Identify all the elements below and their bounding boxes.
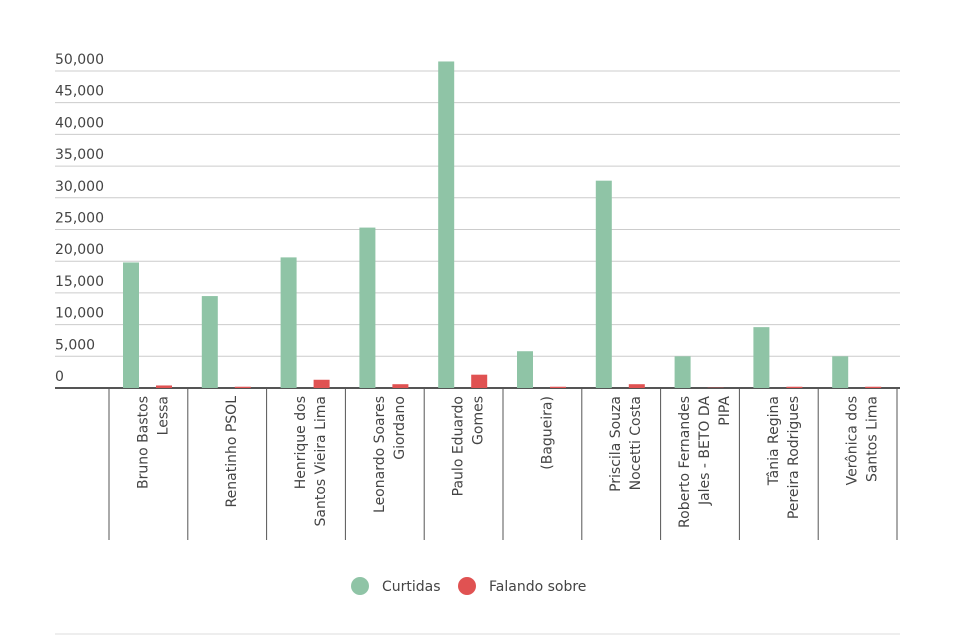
x-tick-label: Roberto Fernandes (677, 396, 693, 528)
legend-swatch (351, 577, 369, 595)
x-tick-label: Jales - BETO DA (697, 396, 713, 506)
y-tick-label: 15,000 (55, 274, 104, 290)
y-tick-label: 10,000 (55, 306, 104, 322)
x-tick-label: Gomes (471, 396, 487, 445)
x-tick-label: Renatinho PSOL (224, 396, 240, 508)
x-tick-label: Tânia Regina (766, 396, 782, 486)
x-tick-label: Verônica dos (845, 396, 861, 485)
y-tick-label: 5,000 (55, 337, 95, 353)
x-tick-label: Priscila Souza (608, 396, 624, 492)
bar (156, 385, 172, 388)
bar (628, 384, 645, 388)
y-tick-label: 50,000 (55, 52, 104, 68)
bar (280, 257, 297, 388)
y-tick-label: 20,000 (55, 242, 104, 258)
y-tick-label: 35,000 (55, 147, 104, 163)
bar (550, 386, 566, 388)
x-tick-label: (Bagueira) (539, 396, 555, 470)
y-tick-label: 30,000 (55, 179, 104, 195)
legend-swatch (458, 577, 476, 595)
x-tick-label: Henrique dos (293, 396, 309, 489)
x-tick-label: Lessa (155, 396, 171, 435)
y-tick-label: 40,000 (55, 115, 104, 131)
x-tick-label: Bruno Bastos (135, 396, 151, 489)
x-tick-label: Nocetti Costa (628, 396, 644, 490)
x-tick-label: Santos Vieira Lima (313, 396, 329, 527)
bar (865, 386, 882, 388)
x-tick-label: Giordano (392, 396, 408, 460)
bar (471, 374, 488, 388)
legend-label: Falando sobre (489, 579, 586, 595)
legend-label: Curtidas (382, 579, 441, 595)
bar (753, 327, 770, 388)
bar (359, 227, 376, 388)
bar (786, 386, 803, 388)
bar (123, 262, 139, 388)
x-tick-label: Leonardo Soares (372, 396, 388, 513)
bar (392, 384, 409, 388)
y-tick-label: 0 (55, 369, 64, 385)
y-tick-label: 25,000 (55, 210, 104, 226)
x-tick-label: PIPA (717, 396, 733, 426)
bar (313, 379, 330, 388)
y-tick-label: 45,000 (55, 84, 104, 100)
x-tick-label: Santos Lima (865, 396, 881, 482)
bar (674, 356, 691, 388)
bar (234, 386, 251, 388)
bar (438, 61, 455, 389)
bar (595, 180, 612, 388)
bar (517, 351, 533, 388)
bar (832, 356, 849, 388)
bar (201, 296, 218, 388)
x-tick-label: Pereira Rodrigues (786, 396, 802, 519)
x-tick-label: Paulo Eduardo (451, 396, 467, 496)
